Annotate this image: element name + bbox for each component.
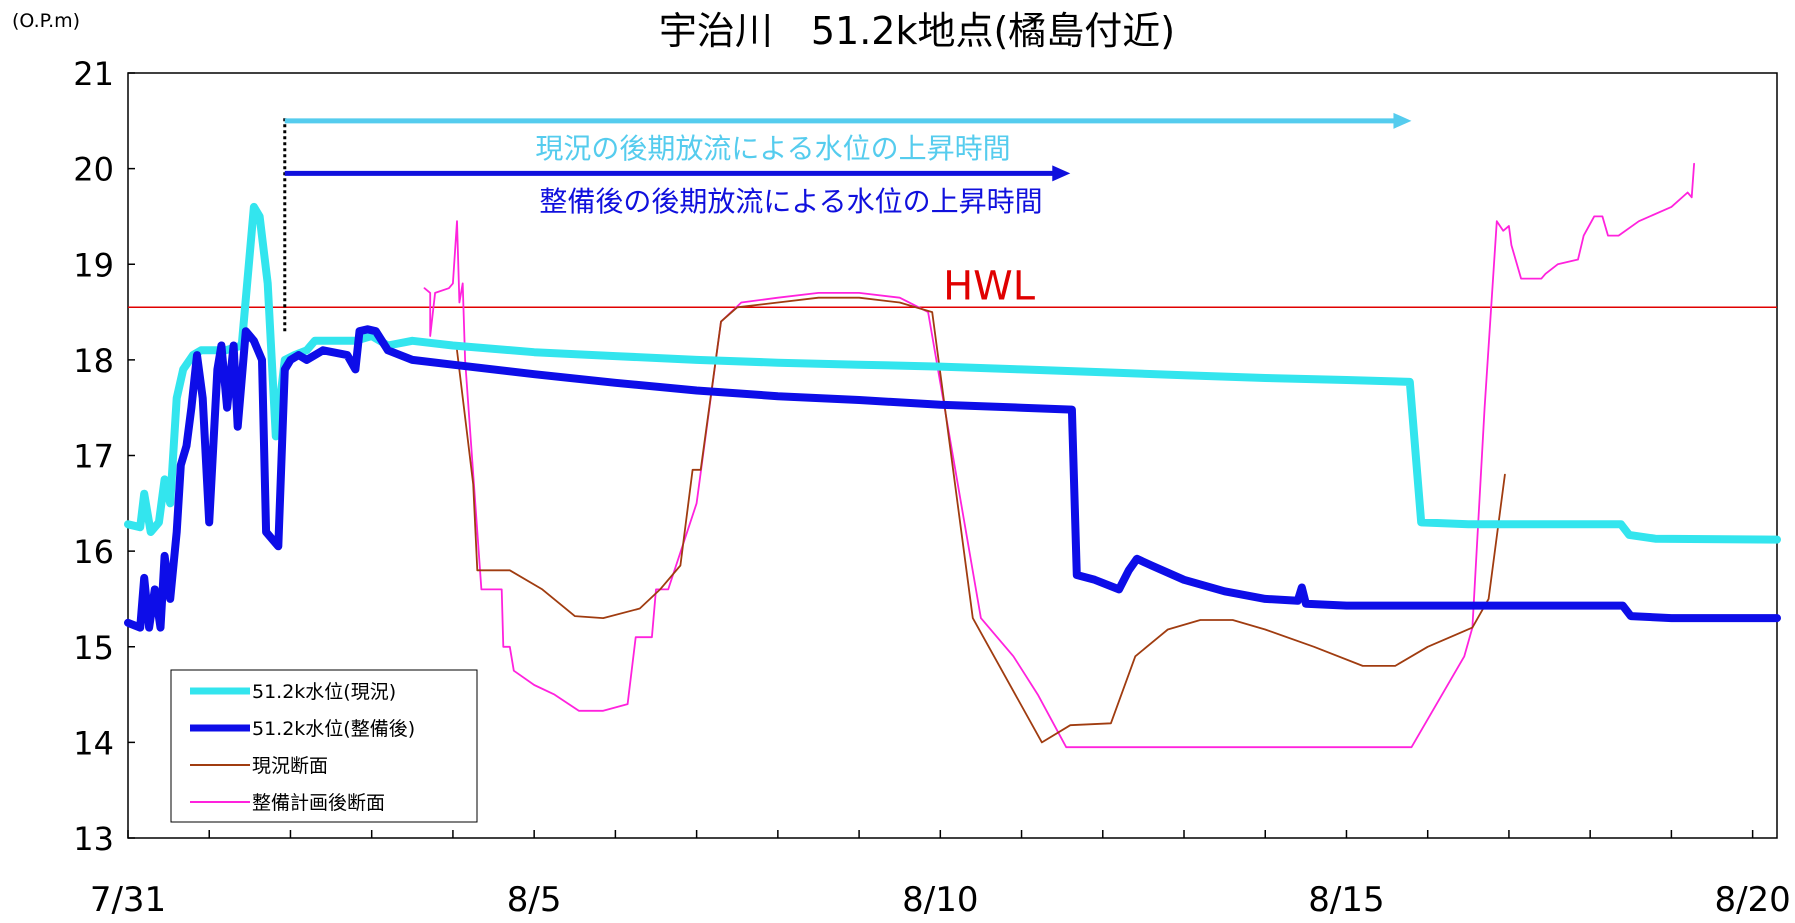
series-current-section <box>456 296 1506 744</box>
legend-label-improved-level: 51.2k水位(整備後) <box>252 718 415 740</box>
annotations: 現況の後期放流による水位の上昇時間 整備後の後期放流による水位の上昇時間 <box>284 112 1412 218</box>
chart-title: 宇治川 51.2k地点(橘島付近) <box>659 9 1175 53</box>
annotation-current-rise: 現況の後期放流による水位の上昇時間 <box>535 132 1010 165</box>
series-planned-section <box>423 162 1695 749</box>
x-tick-label: 8/5 <box>507 880 562 920</box>
x-tick-label: 7/31 <box>90 880 166 920</box>
y-tick-label: 13 <box>73 820 114 858</box>
series-improved-level <box>124 325 1781 632</box>
annotation-arrow-head <box>1052 165 1071 182</box>
y-tick-label: 20 <box>73 151 114 189</box>
legend-label-current-section: 現況断面 <box>252 755 328 777</box>
annotation-arrow-head <box>1393 112 1412 129</box>
hwl-label: HWL <box>943 263 1036 309</box>
y-tick-label: 15 <box>73 629 114 667</box>
legend-label-current-level: 51.2k水位(現況) <box>252 681 396 703</box>
series-current-level <box>124 202 1781 544</box>
legend: 51.2k水位(現況) 51.2k水位(整備後) 現況断面 整備計画後断面 <box>170 669 478 823</box>
y-tick-label: 18 <box>73 342 114 380</box>
legend-label-planned-section: 整備計画後断面 <box>252 792 385 814</box>
y-tick-label: 19 <box>73 246 114 284</box>
y-axis: 13 14 15 16 17 18 19 20 21 <box>73 55 135 858</box>
annotation-improved-rise: 整備後の後期放流による水位の上昇時間 <box>539 185 1042 218</box>
x-tick-label: 8/10 <box>902 880 978 920</box>
y-tick-label: 16 <box>73 533 114 571</box>
y-tick-label: 17 <box>73 438 114 476</box>
x-tick-label: 8/15 <box>1308 880 1384 920</box>
y-unit-label: (O.P.m) <box>12 10 80 32</box>
x-axis: 7/31 8/5 8/10 8/15 8/20 <box>90 830 1791 920</box>
y-tick-label: 21 <box>73 55 114 93</box>
legend-box <box>170 669 478 823</box>
x-tick-label: 8/20 <box>1714 880 1790 920</box>
y-tick-label: 14 <box>73 724 114 762</box>
series-layer <box>124 162 1781 749</box>
